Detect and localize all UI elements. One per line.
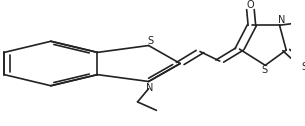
Text: N: N (278, 15, 285, 25)
Text: S: S (262, 65, 268, 75)
Text: O: O (247, 0, 254, 10)
Text: S: S (301, 62, 305, 72)
Text: N: N (146, 83, 154, 92)
Text: S: S (147, 36, 153, 46)
